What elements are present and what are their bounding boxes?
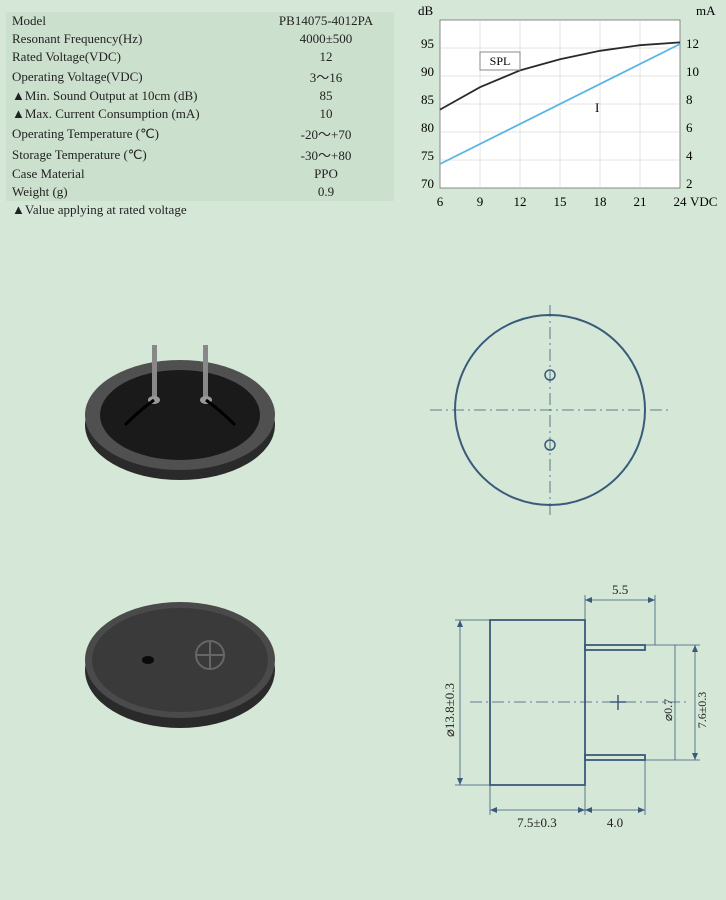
spec-value: PPO xyxy=(258,165,394,183)
dim-diameter: ⌀13.8±0.3 xyxy=(442,683,457,737)
spec-value: 4000±500 xyxy=(258,30,394,48)
ma-label: mA xyxy=(696,3,716,18)
spec-label: Model xyxy=(6,12,258,30)
spec-label: Storage Temperature (℃) xyxy=(6,144,258,165)
spec-row: ▲Max. Current Consumption (mA)10 xyxy=(6,105,394,123)
spec-label: Operating Voltage(VDC) xyxy=(6,66,258,87)
svg-text:15: 15 xyxy=(554,194,567,209)
svg-text:90: 90 xyxy=(421,64,434,79)
svg-text:10: 10 xyxy=(686,64,699,79)
spec-row: Operating Voltage(VDC)3～16 xyxy=(6,66,394,87)
spec-table: ModelPB14075-4012PAResonant Frequency(Hz… xyxy=(6,12,394,201)
svg-text:6: 6 xyxy=(437,194,444,209)
product-photo-pins xyxy=(70,315,290,495)
db-label: dB xyxy=(418,3,434,18)
spec-row: ModelPB14075-4012PA xyxy=(6,12,394,30)
spec-value: -20～+70 xyxy=(258,123,394,144)
performance-chart: SPL I dB mA VDC 95 90 85 80 75 70 12 10 8 6 4 2 6 9… xyxy=(400,2,720,222)
vdc-label: VDC xyxy=(690,194,717,209)
spec-label: Rated Voltage(VDC) xyxy=(6,48,258,66)
dim-offset: 4.0 xyxy=(607,815,623,830)
dim-height: 7.5±0.3 xyxy=(517,815,557,830)
spec-row: Rated Voltage(VDC)12 xyxy=(6,48,394,66)
topview-drawing xyxy=(430,300,690,520)
sideview-drawing: 5.5 ⌀13.8±0.3 ⌀0.7 7.6±0.3 7.5±0.3 4.0 xyxy=(430,560,720,840)
dim-pin-spacing: 5.5 xyxy=(612,582,628,597)
spec-label: Operating Temperature (℃) xyxy=(6,123,258,144)
spec-value: 85 xyxy=(258,87,394,105)
spec-value: -30～+80 xyxy=(258,144,394,165)
spec-value: 0.9 xyxy=(258,183,394,201)
svg-text:80: 80 xyxy=(421,120,434,135)
spec-value: 3～16 xyxy=(258,66,394,87)
svg-text:9: 9 xyxy=(477,194,484,209)
spec-row: ▲Min. Sound Output at 10cm (dB)85 xyxy=(6,87,394,105)
spec-label: Case Material xyxy=(6,165,258,183)
dim-pin-dia: ⌀0.7 xyxy=(661,699,675,721)
spec-row: Resonant Frequency(Hz)4000±500 xyxy=(6,30,394,48)
spec-value: 12 xyxy=(258,48,394,66)
product-photo-front xyxy=(70,580,290,760)
svg-text:12: 12 xyxy=(514,194,527,209)
svg-text:95: 95 xyxy=(421,36,434,51)
spec-row: Case MaterialPPO xyxy=(6,165,394,183)
footnote: ▲Value applying at rated voltage xyxy=(12,202,187,218)
spec-label: ▲Max. Current Consumption (mA) xyxy=(6,105,258,123)
svg-text:75: 75 xyxy=(421,148,434,163)
svg-text:4: 4 xyxy=(686,148,693,163)
spec-row: Operating Temperature (℃)-20～+70 xyxy=(6,123,394,144)
spec-row: Storage Temperature (℃)-30～+80 xyxy=(6,144,394,165)
svg-text:24: 24 xyxy=(674,194,688,209)
svg-text:8: 8 xyxy=(686,92,693,107)
spec-value: PB14075-4012PA xyxy=(258,12,394,30)
svg-text:18: 18 xyxy=(594,194,607,209)
svg-text:70: 70 xyxy=(421,176,434,191)
spec-value: 10 xyxy=(258,105,394,123)
svg-text:21: 21 xyxy=(634,194,647,209)
svg-text:12: 12 xyxy=(686,36,699,51)
svg-text:2: 2 xyxy=(686,176,693,191)
spec-label: Weight (g) xyxy=(6,183,258,201)
spl-label: SPL xyxy=(490,54,511,68)
spec-row: Weight (g)0.9 xyxy=(6,183,394,201)
svg-text:6: 6 xyxy=(686,120,693,135)
dim-pin-len: 7.6±0.3 xyxy=(695,692,709,729)
svg-text:85: 85 xyxy=(421,92,434,107)
spec-label: Resonant Frequency(Hz) xyxy=(6,30,258,48)
spec-label: ▲Min. Sound Output at 10cm (dB) xyxy=(6,87,258,105)
i-label: I xyxy=(595,100,599,115)
